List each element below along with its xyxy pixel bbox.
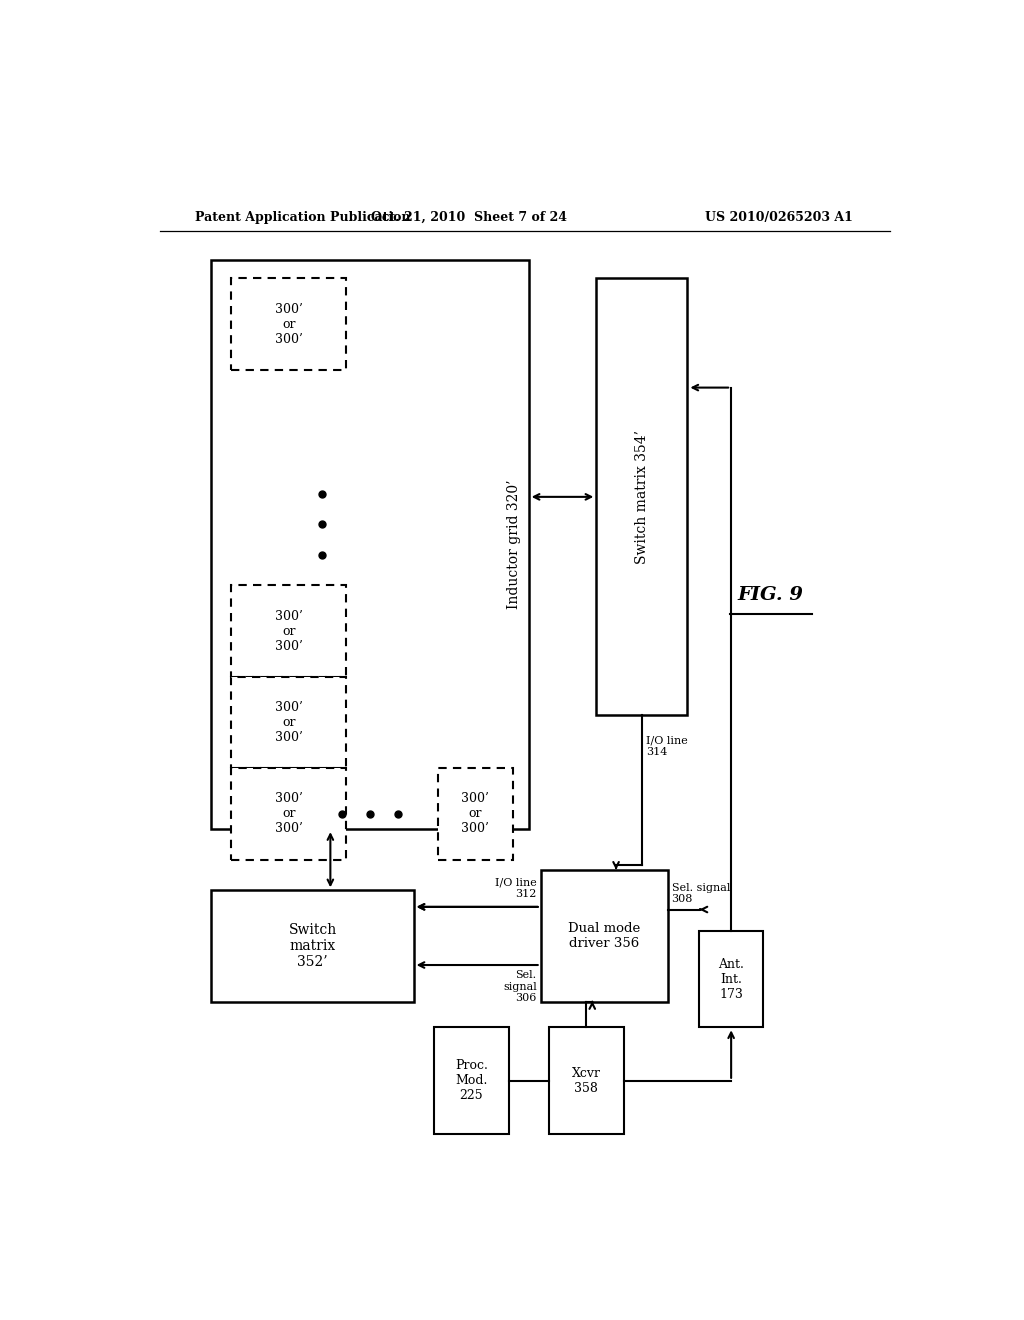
Text: Proc.
Mod.
225: Proc. Mod. 225 xyxy=(455,1059,487,1102)
FancyBboxPatch shape xyxy=(231,279,346,370)
Bar xyxy=(549,1027,624,1134)
Bar xyxy=(211,890,414,1002)
Text: Patent Application Publication: Patent Application Publication xyxy=(196,211,411,224)
FancyBboxPatch shape xyxy=(231,768,346,859)
Text: 300’
or
300’: 300’ or 300’ xyxy=(274,792,303,836)
Bar xyxy=(433,1027,509,1134)
Text: US 2010/0265203 A1: US 2010/0265203 A1 xyxy=(705,211,853,224)
Bar xyxy=(211,260,528,829)
Bar xyxy=(596,279,687,715)
Text: Switch
matrix
352’: Switch matrix 352’ xyxy=(289,923,337,969)
Text: I/O line
314: I/O line 314 xyxy=(646,735,687,758)
FancyBboxPatch shape xyxy=(231,585,346,677)
FancyBboxPatch shape xyxy=(437,768,513,859)
FancyBboxPatch shape xyxy=(231,677,346,768)
Text: Inductor grid 320’: Inductor grid 320’ xyxy=(508,480,521,610)
Text: Xcvr
358: Xcvr 358 xyxy=(571,1067,601,1094)
Text: 300’
or
300’: 300’ or 300’ xyxy=(274,302,303,346)
Text: FIG. 9: FIG. 9 xyxy=(738,586,804,605)
Text: Switch matrix 354’: Switch matrix 354’ xyxy=(635,430,649,564)
Text: Sel.
signal
306: Sel. signal 306 xyxy=(503,970,537,1003)
Text: Ant.
Int.
173: Ant. Int. 173 xyxy=(718,957,744,1001)
Text: 300’
or
300’: 300’ or 300’ xyxy=(274,701,303,744)
Bar xyxy=(541,870,668,1002)
Bar xyxy=(699,931,763,1027)
Text: Oct. 21, 2010  Sheet 7 of 24: Oct. 21, 2010 Sheet 7 of 24 xyxy=(372,211,567,224)
Text: 300’
or
300’: 300’ or 300’ xyxy=(461,792,489,836)
Text: Dual mode
driver 356: Dual mode driver 356 xyxy=(568,921,640,950)
Text: Sel. signal
308: Sel. signal 308 xyxy=(672,883,730,904)
Text: 300’
or
300’: 300’ or 300’ xyxy=(274,610,303,652)
Text: I/O line
312: I/O line 312 xyxy=(495,878,537,899)
